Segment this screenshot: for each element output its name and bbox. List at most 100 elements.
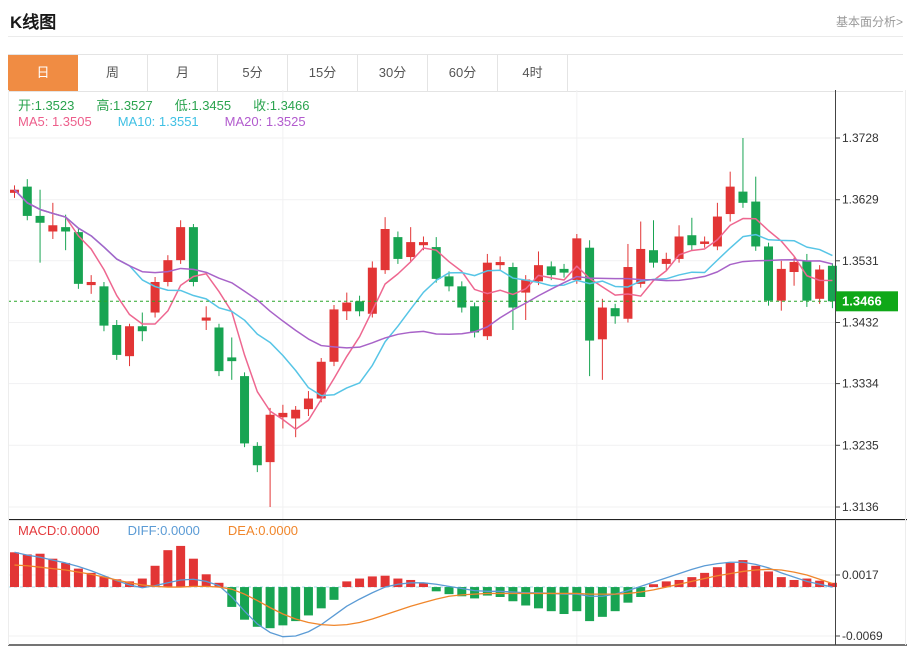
- candle-body: [22, 186, 32, 216]
- candle: [227, 337, 237, 380]
- candle-body: [291, 409, 301, 419]
- candle-body: [355, 301, 365, 312]
- macd-histogram-bar: [73, 568, 83, 588]
- y-axis-label: 1.3136: [842, 500, 879, 514]
- candle-body: [559, 268, 569, 273]
- candle-body: [150, 281, 160, 313]
- candle: [252, 442, 262, 473]
- candle: [10, 185, 19, 198]
- ma5-line: [13, 189, 833, 430]
- legend-item: 开:1.3523: [18, 98, 75, 113]
- candle-body: [751, 201, 761, 247]
- macd-histogram-bar: [508, 587, 518, 602]
- candle: [265, 407, 275, 507]
- legend-item: DIFF:0.0000: [127, 523, 200, 538]
- candle-body: [572, 238, 582, 281]
- macd-histogram-bar: [546, 587, 556, 612]
- macd-histogram-bar: [406, 579, 416, 588]
- macd-histogram-bar: [444, 587, 454, 595]
- candle: [674, 225, 684, 263]
- candle: [278, 404, 288, 429]
- tab-60min[interactable]: 60分: [428, 55, 498, 91]
- candle: [597, 298, 607, 380]
- candle-body: [431, 247, 441, 279]
- macd-histogram-bar: [495, 587, 505, 597]
- candle-body: [278, 412, 288, 418]
- candle-body: [227, 357, 237, 362]
- macd-histogram-bar: [214, 582, 224, 588]
- macd-histogram-bar: [125, 581, 135, 588]
- fundamental-analysis-link[interactable]: 基本面分析>: [835, 15, 903, 29]
- candle-body: [252, 445, 262, 466]
- candle: [738, 138, 748, 208]
- ohlc-legend: 开:1.3523 高:1.3527 低:1.3455 收:1.3466: [18, 95, 310, 114]
- tab-week[interactable]: 周: [78, 55, 148, 91]
- candle: [610, 303, 620, 324]
- candlestick-chart[interactable]: 1.3728 1.3629 1.3531 1.3432 1.3334 1.3235 1.31…: [0, 90, 911, 519]
- macd-histogram-bar: [342, 581, 352, 588]
- candle: [380, 217, 390, 274]
- candle: [482, 253, 492, 340]
- tab-5min[interactable]: 5分: [218, 55, 288, 91]
- macd-histogram-bar: [303, 587, 313, 616]
- candle-body: [367, 267, 377, 314]
- candle: [623, 243, 633, 323]
- chart-right-border: [905, 90, 906, 645]
- macd-histogram-bar: [48, 558, 58, 588]
- candle: [508, 262, 518, 330]
- macd-histogram-bar: [61, 562, 71, 588]
- macd-chart[interactable]: 0.0017 -0.0069: [0, 519, 911, 652]
- legend-item: DEA:0.0000: [227, 523, 299, 538]
- candle-body: [240, 376, 250, 444]
- dea-line: [14, 564, 833, 627]
- candle: [240, 372, 250, 448]
- candle-body: [533, 265, 543, 282]
- candle-body: [201, 317, 211, 321]
- candle-body: [789, 262, 799, 273]
- macd-histogram-bar: [291, 587, 301, 622]
- tab-30min[interactable]: 30分: [358, 55, 428, 91]
- candle-body: [802, 260, 812, 301]
- macd-histogram-bar: [278, 587, 288, 626]
- candle-body: [188, 227, 198, 282]
- candle: [201, 306, 211, 330]
- candle: [687, 217, 697, 251]
- candle: [99, 281, 109, 332]
- candle: [533, 251, 543, 286]
- macd-histogram-bar: [649, 584, 658, 588]
- candle-body: [86, 281, 96, 286]
- candle: [700, 236, 710, 248]
- candle: [725, 171, 735, 222]
- macd-histogram-bar: [572, 587, 582, 612]
- candle-body: [636, 248, 646, 284]
- tab-15min[interactable]: 15分: [288, 55, 358, 91]
- candle-body: [457, 286, 467, 308]
- macd-histogram-bar: [610, 587, 620, 612]
- macd-histogram-bar: [827, 582, 837, 588]
- candle-body: [495, 262, 505, 266]
- y-axis-label: 1.3235: [842, 438, 879, 452]
- tab-month[interactable]: 月: [148, 55, 218, 91]
- candle: [546, 261, 556, 281]
- macd-histogram-bar: [789, 579, 799, 588]
- tab-day[interactable]: 日: [8, 55, 78, 91]
- macd-histogram-bar: [700, 572, 710, 588]
- candle-body: [712, 216, 722, 247]
- candle: [112, 320, 122, 360]
- candle: [712, 202, 722, 251]
- macd-histogram-bar: [355, 578, 365, 588]
- candle-body: [610, 308, 620, 317]
- candle: [48, 202, 58, 239]
- candle: [649, 220, 658, 268]
- candle: [125, 323, 135, 367]
- candle-body: [35, 215, 45, 223]
- macd-histogram-bar: [316, 587, 326, 609]
- macd-histogram-bar: [559, 587, 569, 615]
- y-axis-label: 1.3728: [842, 131, 879, 145]
- diff-line: [14, 551, 833, 638]
- y-axis-label: 1.3334: [842, 377, 879, 391]
- candle-body: [99, 286, 109, 326]
- macd-histogram-bar: [35, 553, 45, 588]
- tab-4hour[interactable]: 4时: [498, 55, 568, 91]
